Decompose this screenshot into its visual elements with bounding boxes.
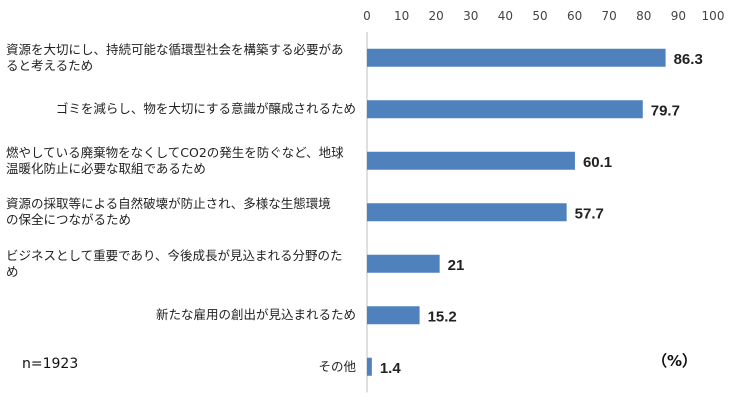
category-label: その他 xyxy=(6,359,356,375)
x-tick-label: 20 xyxy=(429,9,444,23)
bar xyxy=(367,306,420,325)
x-tick-label: 0 xyxy=(363,9,371,23)
x-tick-label: 100 xyxy=(702,9,725,23)
category-label-line: その他 xyxy=(318,358,356,374)
value-label: 86.3 xyxy=(674,51,703,68)
value-label: 21 xyxy=(448,257,465,274)
category-label-line: ゴミを減らし、物を大切にする意識が醸成されるため xyxy=(55,101,356,117)
value-label: 79.7 xyxy=(651,102,680,119)
unit-label: （%） xyxy=(652,352,698,370)
x-tick-label: 60 xyxy=(567,9,582,23)
value-label: 1.4 xyxy=(380,360,402,377)
bar xyxy=(367,48,666,67)
category-label-line: ると考えるため xyxy=(6,57,94,73)
category-label: ビジネスとして重要であり、今後成長が見込まれる分野のため xyxy=(6,248,356,280)
category-label: 資源を大切にし、持続可能な循環型社会を構築する必要があ ると考えるため xyxy=(6,42,356,74)
category-label-line: の保全につながるため xyxy=(6,212,132,228)
sample-size-label: n=1923 xyxy=(22,356,79,372)
bar xyxy=(367,357,372,376)
bar xyxy=(367,254,440,273)
x-tick-label: 70 xyxy=(602,9,617,23)
bar xyxy=(367,100,643,119)
x-tick-label: 10 xyxy=(394,9,409,23)
value-label: 15.2 xyxy=(428,308,457,325)
category-label: 資源の採取等による自然破壊が防止され、多様な生態環境 の保全につながるため xyxy=(6,196,356,228)
category-label-line: 資源の採取等による自然破壊が防止され、多様な生態環境 xyxy=(6,196,331,212)
x-tick-label: 50 xyxy=(532,9,547,23)
x-tick-label: 80 xyxy=(636,9,651,23)
category-label-line: 新たな雇用の創出が見込まれるため xyxy=(155,307,356,323)
category-label: 新たな雇用の創出が見込まれるため xyxy=(6,307,356,323)
x-tick-label: 40 xyxy=(498,9,513,23)
value-label: 60.1 xyxy=(583,154,612,171)
value-label: 57.7 xyxy=(575,205,604,222)
category-label-line: 温暖化防止に必要な取組であるため xyxy=(6,160,206,176)
category-label: 燃やしている廃棄物をなくしてCO2の発生を防ぐなど、地球 温暖化防止に必要な取組で… xyxy=(6,145,356,177)
x-tick-label: 30 xyxy=(463,9,478,23)
category-label-line: 燃やしている廃棄物をなくしてCO2の発生を防ぐなど、地球 xyxy=(6,144,344,160)
category-label-line: ビジネスとして重要であり、今後成長が見込まれる分野のた xyxy=(6,247,343,263)
x-tick-label: 90 xyxy=(671,9,686,23)
category-label-line: め xyxy=(6,263,19,279)
bar xyxy=(367,151,575,170)
bar xyxy=(367,203,567,222)
category-label: ゴミを減らし、物を大切にする意識が醸成されるため xyxy=(6,101,356,117)
category-label-line: 資源を大切にし、持続可能な循環型社会を構築する必要があ xyxy=(6,41,344,57)
